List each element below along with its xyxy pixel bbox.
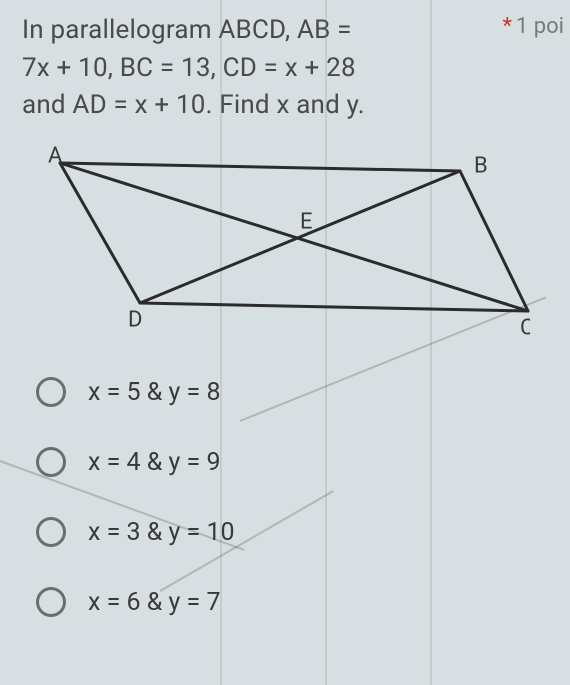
radio-icon[interactable] bbox=[36, 517, 66, 547]
radio-icon[interactable] bbox=[36, 447, 66, 477]
required-star-icon: * bbox=[502, 14, 511, 39]
question-line-2: 7x + 10, BC = 13, CD = x + 28 bbox=[22, 50, 552, 88]
radio-icon[interactable] bbox=[36, 587, 66, 617]
question-line-3: and AD = x + 10. Find x and y. bbox=[22, 87, 552, 125]
svg-text:A: A bbox=[48, 145, 63, 169]
option-2-label: x = 4 & y = 9 bbox=[88, 448, 221, 477]
option-2[interactable]: x = 4 & y = 9 bbox=[36, 427, 570, 497]
points-label: 1 poi bbox=[516, 14, 564, 39]
svg-text:B: B bbox=[474, 154, 488, 179]
points-indicator: *1 poi bbox=[502, 14, 564, 39]
option-3-label: x = 3 & y = 10 bbox=[88, 518, 235, 547]
option-4-label: x = 6 & y = 7 bbox=[88, 588, 221, 617]
svg-text:D: D bbox=[128, 308, 142, 333]
option-1[interactable]: x = 5 & y = 8 bbox=[36, 357, 570, 427]
option-4[interactable]: x = 6 & y = 7 bbox=[36, 567, 570, 637]
question-text: In parallelogram ABCD, AB = 7x + 10, BC … bbox=[0, 0, 570, 125]
parallelogram-diagram: A B C D E bbox=[30, 145, 530, 345]
svg-text:E: E bbox=[300, 210, 313, 235]
answer-options: x = 5 & y = 8 x = 4 & y = 9 x = 3 & y = … bbox=[0, 353, 570, 637]
radio-icon[interactable] bbox=[36, 377, 66, 407]
svg-text:C: C bbox=[520, 316, 530, 341]
diagram-svg: A B C D E bbox=[30, 145, 530, 345]
question-line-1: In parallelogram ABCD, AB = bbox=[22, 12, 552, 50]
option-1-label: x = 5 & y = 8 bbox=[88, 378, 221, 407]
